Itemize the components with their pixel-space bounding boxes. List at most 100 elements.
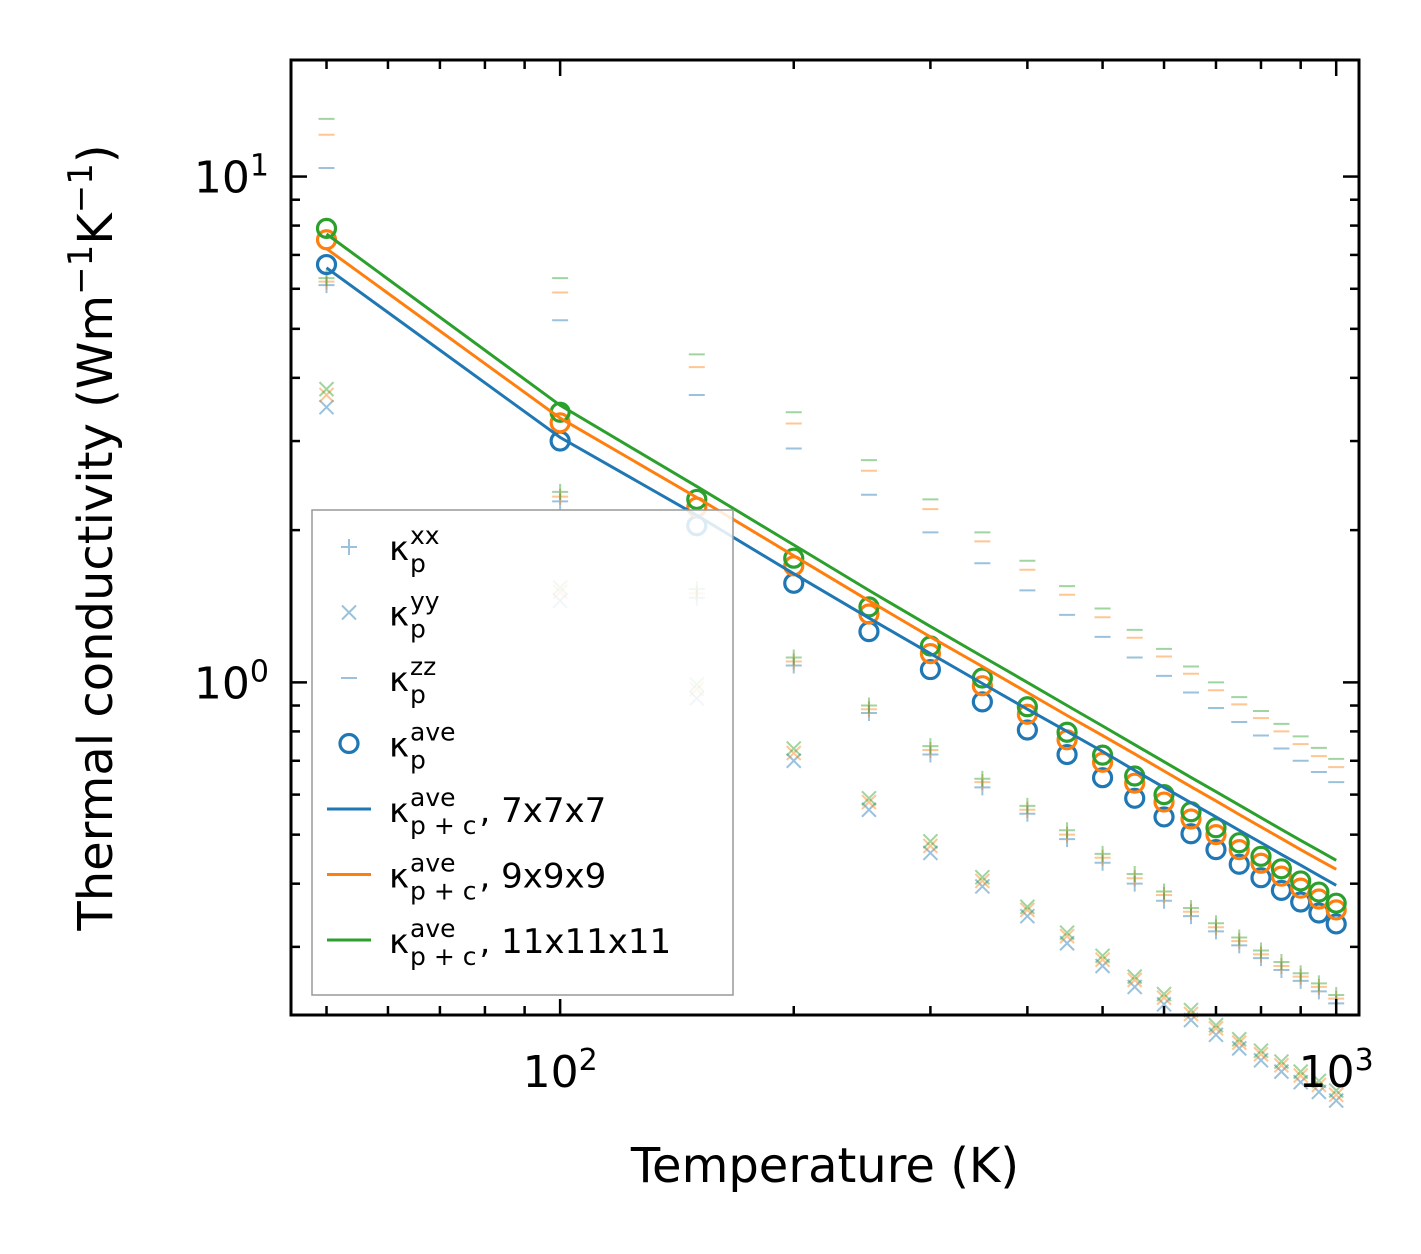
point-ave-9x9x9 [1270,865,1293,887]
legend-subscript: p [410,615,426,644]
legend-subscript: p + c [410,811,476,840]
point-xx-9x9x9 [974,774,991,791]
point-ave-9x9x9 [1180,808,1202,830]
series-kappa-zz-7x7x7 [318,166,1345,784]
legend-subscript: p [410,549,426,578]
point-yy-11x11x11 [1311,1073,1327,1089]
legend-item: κ zzp [341,652,436,709]
point-yy-11x11x11 [318,381,335,397]
point-yy-7x7x7 [1019,908,1036,924]
point-xx-9x9x9 [785,653,802,670]
point-xx-7x7x7 [1310,983,1327,1000]
point-xx-9x9x9 [1059,826,1076,843]
point-yy-7x7x7 [861,802,877,818]
point-yy-9x9x9 [1311,1077,1327,1093]
legend-symbol: κ [389,529,409,569]
point-ave-11x11x11 [686,488,708,511]
legend-marker-swatch [341,604,357,621]
point-yy-9x9x9 [974,873,991,889]
point-yy-7x7x7 [922,845,939,861]
point-yy-11x11x11 [1094,948,1111,964]
y-axis-label: Thermal conductivity (Wm−1K−1) [61,144,124,931]
point-ave-11x11x11 [1153,784,1175,806]
point-xx-7x7x7 [1273,962,1290,979]
line-kappa-pc-9x9x9 [325,247,1337,871]
point-yy-9x9x9 [1292,1067,1309,1084]
point-yy-9x9x9 [1231,1034,1247,1051]
point-xx-11x11x11 [1252,942,1269,959]
point-yy-7x7x7 [1273,1063,1290,1080]
point-ave-9x9x9 [1250,852,1272,874]
point-yy-9x9x9 [922,838,939,854]
point-yy-7x7x7 [1126,979,1143,995]
series-kappa-xx-9x9x9 [318,273,1345,1007]
point-xx-11x11x11 [1156,883,1173,900]
legend-superscript: ave [410,783,456,812]
point-ave-11x11x11 [1056,721,1078,743]
point-ave-9x9x9 [1325,899,1347,921]
point-ave-7x7x7 [919,658,942,681]
point-ave-7x7x7 [971,691,993,713]
legend-symbol: κ [389,857,409,897]
legend-superscript: ave [410,914,456,943]
point-ave-7x7x7 [1124,787,1146,809]
point-ave-7x7x7 [1056,743,1078,766]
point-xx-9x9x9 [1126,870,1143,887]
point-ave-7x7x7 [1153,806,1175,828]
point-xx-7x7x7 [1252,950,1269,967]
point-ave-9x9x9 [1124,772,1146,794]
y-tick-label: 100 [194,654,269,710]
point-yy-11x11x11 [1156,986,1172,1002]
point-xx-7x7x7 [318,277,335,294]
point-yy-7x7x7 [786,753,802,769]
legend-label-suffix: , 9x9x9 [480,857,607,897]
point-xx-9x9x9 [552,488,569,505]
point-yy-7x7x7 [1292,1074,1309,1090]
x-axis-label: Temperature (K) [630,1138,1019,1194]
point-yy-9x9x9 [786,745,802,761]
point-ave-7x7x7 [1250,867,1272,889]
point-yy-11x11x11 [1126,968,1143,985]
legend-item: κ yyp [341,587,440,644]
point-xx-11x11x11 [1126,866,1143,883]
point-yy-7x7x7 [1328,1092,1344,1109]
point-ave-11x11x11 [1016,696,1038,718]
point-ave-9x9x9 [919,643,942,665]
point-xx-9x9x9 [1273,957,1290,974]
point-ave-11x11x11 [1308,881,1330,903]
point-ave-11x11x11 [1228,832,1250,854]
point-xx-9x9x9 [1207,919,1224,936]
legend-symbol: κ [389,922,409,962]
point-ave-11x11x11 [1205,817,1227,839]
point-yy-11x11x11 [1253,1042,1269,1059]
point-xx-11x11x11 [974,770,991,787]
point-xx-11x11x11 [1207,915,1224,932]
point-ave-11x11x11 [1250,845,1272,867]
legend-subscript: p [410,746,426,775]
point-yy-9x9x9 [318,387,335,403]
legend-superscript: yy [410,587,440,616]
series-kappa-ave-11x11x11 [315,217,1347,914]
legend-symbol: κ [389,595,409,635]
point-yy-9x9x9 [1019,902,1036,918]
legend-superscript: xx [410,521,440,550]
legend-box [311,509,734,996]
point-yy-9x9x9 [1094,951,1111,968]
legend-label-suffix: , 11x11x11 [480,922,672,962]
point-xx-9x9x9 [1292,968,1309,985]
point-yy-7x7x7 [318,399,335,415]
point-yy-7x7x7 [1231,1040,1247,1057]
line-kappa-pc-11x11x11 [325,232,1337,862]
plot-marks [315,117,1347,1109]
point-xx-11x11x11 [1231,929,1248,946]
point-xx-9x9x9 [1231,933,1248,950]
point-xx-9x9x9 [1019,801,1036,818]
point-ave-7x7x7 [1016,719,1038,741]
point-ave-11x11x11 [1290,870,1312,892]
legend-marker-swatch [338,732,360,755]
legend-item: κ xxp [341,521,440,578]
point-ave-7x7x7 [1205,839,1227,861]
